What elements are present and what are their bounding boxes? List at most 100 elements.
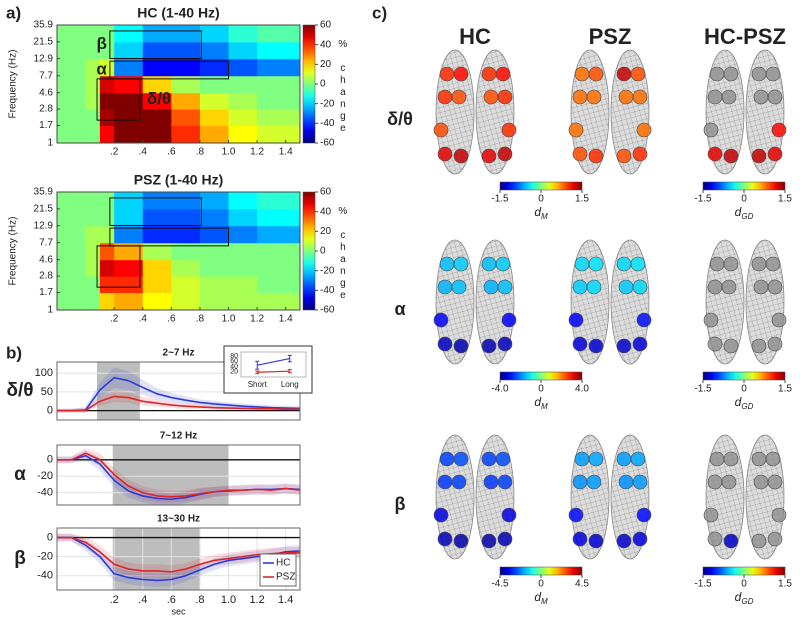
x-tick-label: 1.4 [278,594,293,606]
electrode [433,312,449,328]
y-tick-label: -40 [37,487,53,499]
y-tick-label: 40 [230,363,238,370]
heat-cell [228,192,258,210]
electrode [771,122,787,138]
electrode [616,148,632,164]
heat-cell [199,292,230,311]
electrode-ns [723,338,739,354]
heat-cell [57,25,87,43]
electrode [453,66,469,82]
electrode-ns [703,312,719,328]
y-tick-label: 1.7 [39,120,53,131]
heat-cell [257,75,301,94]
x-tick-label: .8 [196,147,205,158]
colorbar-subscript: GD [741,212,753,221]
legend-label: HC [276,558,290,569]
electrode [588,256,604,272]
error-band [57,450,300,505]
electrode [632,531,648,547]
column-title: HC [459,24,491,49]
y-tick-label: 0 [47,405,53,417]
electrode [439,66,455,82]
electrode-ns [751,66,767,82]
colorbar-tick-label: 40 [320,206,332,217]
band-label: α [96,59,107,78]
plot-frame [56,444,301,506]
heat-cell [99,92,115,110]
band-label: α [14,464,26,485]
heat-cell [57,75,87,94]
colorbar-tick-label: -1.5 [694,194,712,205]
x-tick-label: .2 [110,594,119,606]
electrode-ns [721,89,737,105]
heat-cell [257,41,301,60]
heat-cell [142,276,172,294]
heat-cell [114,292,144,311]
heat-cell [171,276,201,294]
heat-cell [114,92,144,110]
electrode [433,122,449,138]
colorbar-tick-label: 60 [320,20,332,31]
heat-cell [85,92,101,110]
y-tick-label: 2.8 [39,271,53,282]
y-tick-label: 80 [230,353,238,360]
electrode [618,279,634,295]
electrode [481,451,497,467]
x-tick-label: 1.2 [250,147,264,158]
electrode [572,146,588,162]
heat-cell [171,208,201,227]
error-bar [255,370,260,375]
heat-cell [171,58,201,77]
colorbar-tick-label: -1.5 [694,579,712,590]
electrode [616,256,632,272]
colorbar-label: dGD [735,205,754,221]
heat-cell [257,208,301,227]
colorbar-tick-label: -20 [320,265,335,276]
x-tick-label: 1.0 [222,147,236,158]
heat-cell [99,192,115,210]
significance-region [112,445,229,505]
electrode [574,66,590,82]
electrode [630,256,646,272]
heat-cell [257,192,301,210]
heat-cell [114,75,144,94]
band-box [96,245,141,288]
heat-cell [57,292,87,311]
colorbar-tick-label: 40 [320,39,332,50]
electrode [586,89,602,105]
colorbar-symbol: d [534,590,541,604]
heat-cell [171,292,201,311]
heat-cell [99,208,115,227]
colorbar-tick-label: 0 [320,79,326,90]
plot-frame [56,191,301,311]
colorbar [499,371,583,381]
panel-label: a) [6,3,21,22]
electrode [481,338,497,354]
x-tick-label: .6 [167,147,176,158]
heat-cell [57,225,87,244]
y-tick-label: 2.8 [39,104,53,115]
colorbar-label: dM [534,205,548,221]
heat-cell [142,125,172,144]
colorbar-subscript: M [541,212,548,221]
heat-cell [142,292,172,311]
heat-cell [99,58,115,77]
x-axis-label: sec [171,606,186,616]
heat-cell [228,225,258,244]
colorbar-tick-label: 1.5 [778,194,792,205]
heat-cell [114,192,144,210]
y-tick-label: 100 [35,367,53,379]
electrode-ns [767,279,783,295]
electrode [568,507,584,523]
heat-cell [228,92,258,110]
heat-cell [257,242,301,261]
electrode [437,146,453,162]
electrode [568,122,584,138]
colorbar-label: dM [534,590,548,606]
heat-cell [142,259,172,277]
electrode [636,507,652,523]
band-box [109,227,230,247]
heat-cell [99,276,115,294]
heat-cell [99,109,115,127]
